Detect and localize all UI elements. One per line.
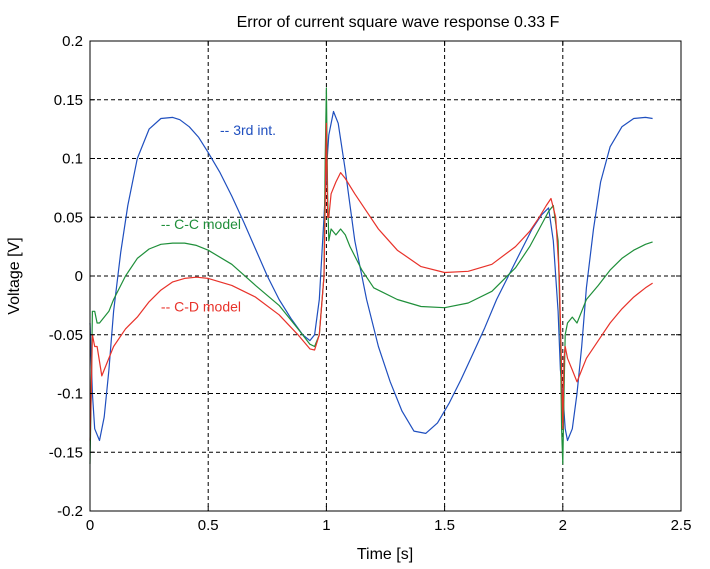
y-axis: -0.2 -0.15 -0.1 -0.05 0 0.05 0.1 0.15 0.2: [49, 33, 681, 520]
series-label-2: -- C-C model: [161, 216, 241, 232]
series-line-3: [89, 122, 653, 441]
y-tick-label: 0.05: [54, 209, 83, 226]
y-tick-label: 0: [75, 268, 83, 285]
series-line-2: [89, 87, 653, 465]
x-tick-label: 0: [86, 517, 94, 534]
chart-title: Error of current square wave response 0.…: [237, 14, 560, 31]
y-tick-label: -0.2: [57, 503, 83, 520]
series-layer: [89, 87, 653, 465]
annotation-layer: -- 3rd int. -- C-C model -- C-D model: [161, 122, 276, 314]
y-tick-label: 0.15: [54, 92, 83, 109]
series-label-3: -- C-D model: [161, 298, 241, 314]
x-axis-label: Time [s]: [357, 546, 413, 563]
y-tick-label: 0.1: [62, 151, 83, 168]
y-tick-label: -0.1: [57, 386, 83, 403]
x-tick-label: 2.5: [671, 517, 692, 534]
y-axis-label: Voltage [V]: [6, 237, 23, 314]
y-tick-label: 0.2: [62, 33, 83, 50]
plot-area: -- 3rd int. -- C-C model -- C-D model: [89, 40, 682, 512]
x-tick-label: 1.5: [434, 517, 455, 534]
series-line-1: [89, 110, 653, 442]
x-tick-label: 0.5: [198, 517, 219, 534]
y-tick-label: -0.05: [49, 327, 83, 344]
y-tick-label: -0.15: [49, 444, 83, 461]
x-tick-label: 1: [322, 517, 330, 534]
series-label-1: -- 3rd int.: [220, 122, 276, 138]
x-tick-label: 2: [559, 517, 567, 534]
x-axis: 0 0.5 1 1.5 2 2.5: [86, 41, 692, 534]
